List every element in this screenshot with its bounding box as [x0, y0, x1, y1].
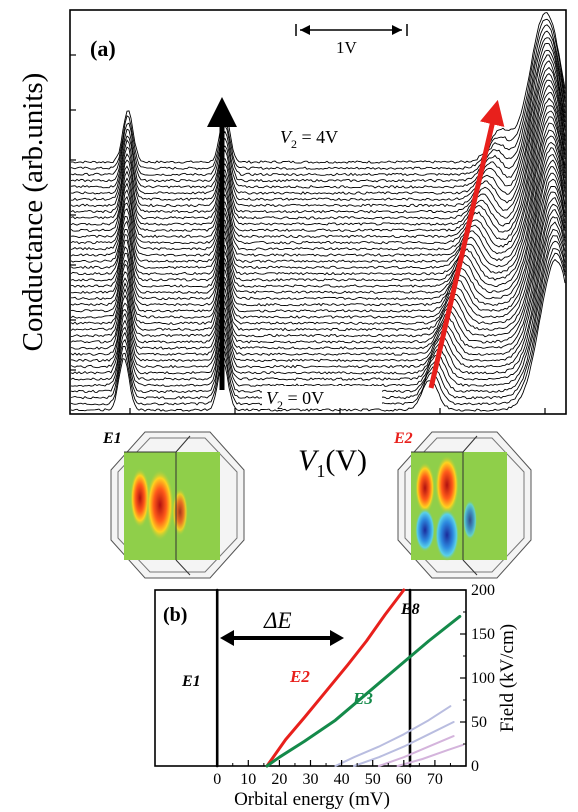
curve-higher-state	[353, 721, 455, 767]
panel-a: (a) 1V V2 = 4V V2 = 0V Conductance (arb.…	[17, 9, 567, 481]
trace-bottom-label-bg	[262, 386, 382, 408]
panel-b-ticks: 0 10 20 30 40 50 60 70 0 50 100 150 200	[213, 582, 495, 788]
conductance-trace	[70, 105, 566, 257]
conductance-trace	[70, 228, 566, 381]
y-axis-label-b: Field (kV/cm)	[497, 624, 518, 732]
conductance-trace	[70, 166, 566, 319]
inset-e1: E1	[102, 430, 245, 579]
delta-e-label: ΔE	[263, 608, 292, 633]
conductance-trace	[70, 141, 566, 294]
conductance-trace	[70, 97, 566, 251]
conductance-trace	[70, 216, 566, 369]
y-tick-label-b: 150	[471, 626, 495, 643]
x-tick-label-b: 30	[303, 771, 319, 788]
label-e8: E8	[400, 601, 420, 618]
trace-top-label: V2 = 4V	[280, 127, 338, 151]
panel-b-label: (b)	[163, 604, 187, 626]
conductance-trace	[70, 172, 566, 325]
conductance-trace	[70, 186, 566, 338]
inset-e1-label: E1	[102, 430, 122, 447]
conductance-trace	[70, 92, 566, 245]
scale-bar: 1V	[295, 24, 408, 57]
curve-higher-state	[334, 705, 452, 767]
y-tick-label-b: 200	[471, 582, 495, 599]
x-tick-label-b: 50	[365, 771, 381, 788]
curve-higher-state	[377, 735, 455, 767]
y-tick-label-b: 100	[471, 670, 495, 687]
label-e3: E3	[352, 689, 373, 708]
y-axis-label: Conductance (arb.units)	[17, 73, 49, 352]
conductance-trace	[70, 191, 566, 344]
curve-e3	[265, 614, 462, 768]
x-tick-label-b: 60	[396, 771, 412, 788]
conductance-trace	[70, 116, 566, 270]
inset-e2: E2	[393, 430, 532, 579]
conductance-trace	[70, 258, 566, 412]
trace-bottom-label: V2 = 0V	[266, 388, 324, 412]
x-axis-label-b: Orbital energy (mV)	[234, 789, 390, 810]
conductance-trace	[70, 54, 566, 208]
conductance-trace	[70, 178, 566, 332]
curve-higher-state	[396, 743, 464, 767]
conductance-trace	[70, 208, 566, 363]
x-tick-label-b: 0	[213, 771, 221, 788]
x-tick-label-b: 70	[427, 771, 443, 788]
delta-e-arrow	[220, 630, 344, 646]
conductance-trace	[70, 221, 566, 375]
conductance-trace	[70, 84, 566, 239]
conductance-trace	[70, 60, 566, 214]
curve-e2	[265, 588, 406, 768]
x-tick-label-b: 40	[334, 771, 350, 788]
conductance-trace	[70, 135, 566, 288]
conductance-trace	[70, 73, 566, 226]
conductance-trace	[70, 235, 566, 387]
x-axis-label: V1(V)	[298, 444, 367, 481]
conductance-trace	[70, 66, 566, 220]
conductance-trace	[70, 79, 566, 232]
conductance-trace	[70, 159, 566, 313]
panel-a-ticks	[70, 54, 546, 414]
red-arrow	[428, 99, 505, 389]
conductance-trace	[70, 197, 566, 350]
x-tick-label-b: 10	[240, 771, 256, 788]
conductance-trace	[70, 129, 566, 282]
conductance-trace	[70, 122, 566, 276]
conductance-trace	[71, 147, 566, 301]
conductance-trace	[70, 203, 566, 356]
conductance-trace	[70, 153, 566, 307]
panel-b: 0 10 20 30 40 50 60 70 0 50 100 150 200 (b) ΔE E1 E8…	[154, 582, 518, 810]
scale-bar-label: 1V	[336, 38, 358, 57]
panel-a-label: (a)	[90, 36, 116, 61]
conductance-trace	[70, 110, 566, 263]
energy-curves	[215, 588, 464, 768]
inset-e2-label: E2	[393, 430, 413, 447]
label-e2: E2	[289, 667, 310, 686]
y-tick-label-b: 50	[471, 714, 487, 731]
y-tick-label-b: 0	[471, 758, 479, 775]
x-tick-label-b: 20	[271, 771, 287, 788]
label-e1: E1	[181, 673, 201, 690]
